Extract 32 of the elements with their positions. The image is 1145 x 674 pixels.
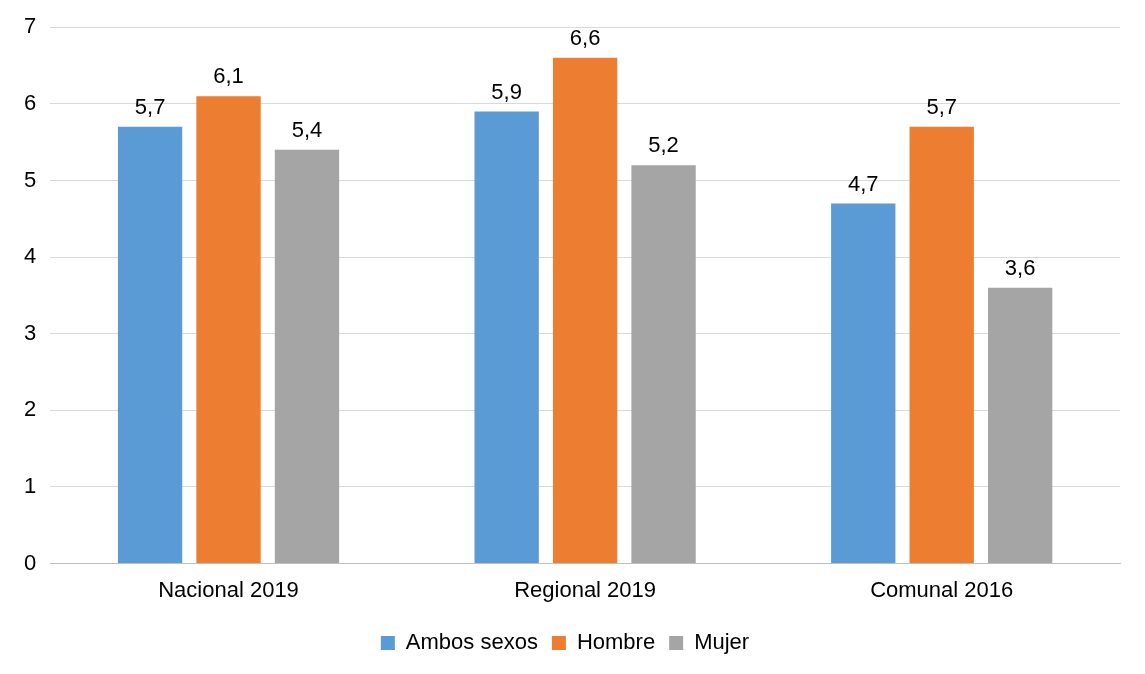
y-tick-label: 7 [23,13,37,39]
y-tick-label: 1 [23,473,37,499]
bar [274,149,340,564]
bar [196,96,261,564]
y-tick-label: 3 [23,319,37,345]
data-label: 5,4 [291,116,323,142]
x-tick-label: Nacional 2019 [158,576,299,602]
y-tick-label: 6 [23,89,37,115]
x-tick-label: Comunal 2016 [870,576,1014,602]
data-label: 6,1 [213,63,244,89]
data-label: 5,7 [134,93,166,119]
y-tick-label: 2 [23,396,37,422]
y-tick-label: 4 [23,243,37,269]
bar [117,126,183,564]
bar [831,203,896,564]
bar [987,287,1053,564]
y-tick-label: 0 [23,549,37,575]
y-tick-label: 5 [23,166,37,192]
bar [474,111,539,564]
bar [552,57,618,564]
data-label: 3,6 [1004,254,1036,280]
data-label: 5,2 [648,132,679,158]
x-tick-label: Regional 2019 [514,576,657,602]
bar [909,126,974,564]
data-label: 5,7 [926,93,957,119]
legend-label: Ambos sexos [405,629,538,655]
legend-label: Hombre [576,629,656,655]
data-label: 6,6 [569,24,601,50]
data-label: 4,7 [847,170,879,196]
bar [631,165,696,564]
data-label: 5,9 [491,78,522,104]
legend-label: Mujer [694,629,750,655]
